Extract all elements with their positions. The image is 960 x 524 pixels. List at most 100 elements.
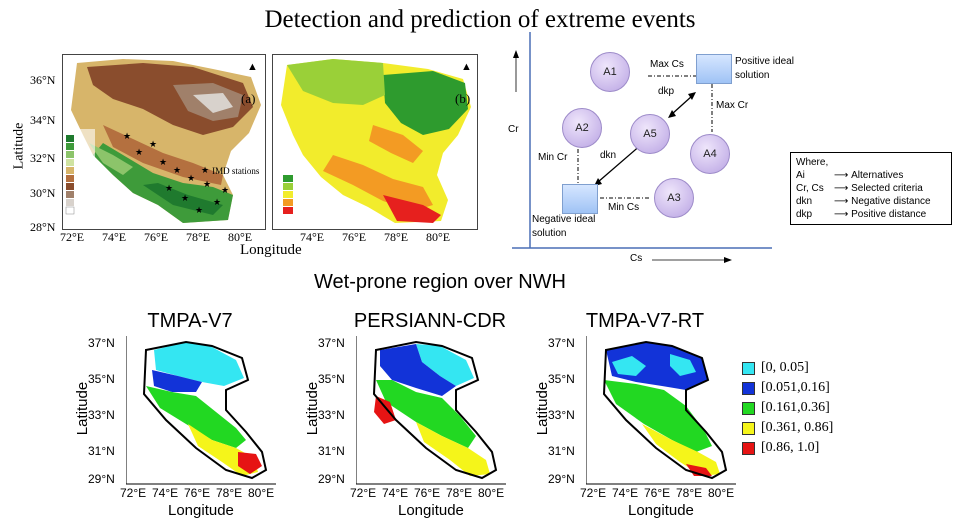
- cs-axis-label: Cs: [630, 253, 643, 264]
- where-title: Where,: [796, 157, 829, 168]
- rainfall-map-svg: [281, 59, 471, 223]
- elevation-band-lowest: [143, 183, 223, 215]
- arrow-right-icon: ⟶: [834, 183, 849, 194]
- region-cyan-2: [670, 354, 696, 376]
- lon-tick: 80°E: [228, 230, 253, 244]
- positive-ideal-label-line1: Positive ideal: [735, 56, 794, 67]
- panel-b-rainfall-map: (b) ▲: [272, 54, 478, 230]
- max-cs-label: Max Cs: [650, 59, 684, 70]
- lat-tick: 28°N: [30, 220, 56, 234]
- legend-label: [0.051,0.16]: [761, 380, 830, 395]
- y-axis-label: Latitude: [11, 122, 27, 170]
- rain-band-mid: [323, 155, 433, 211]
- region-red: [238, 452, 262, 474]
- legend-row: [0.361, 0.86]: [742, 418, 862, 438]
- lon-tick: 78°E: [216, 486, 243, 500]
- alternative-a4: A4: [690, 134, 730, 174]
- dkp-label: dkp: [658, 86, 675, 97]
- region-green: [604, 380, 712, 452]
- lat-tick: 33°N: [548, 408, 575, 422]
- alternative-a1: A1: [590, 52, 630, 92]
- topsis-axes: [512, 32, 772, 263]
- where-desc: Alternatives: [851, 170, 904, 181]
- legend-row: [0.161,0.36]: [742, 398, 862, 418]
- station-markers: ★★ ★★ ★★ ★★ ★★ ★★: [123, 131, 229, 215]
- lon-tick: 74°E: [612, 486, 639, 500]
- negative-ideal-label-line2: solution: [532, 228, 567, 239]
- wet-map-svg-3: [586, 336, 736, 485]
- rain-band-low: [287, 59, 385, 105]
- lat-tick: 29°N: [548, 472, 575, 486]
- region-outline: [372, 340, 498, 480]
- region-blue: [380, 344, 456, 396]
- lon-tick: 76°E: [184, 486, 211, 500]
- negative-ideal-label-line1: Negative ideal: [532, 214, 596, 225]
- lon-tick: 76°E: [644, 486, 671, 500]
- wet-map-svg-1: [126, 336, 276, 485]
- legend-row: [0, 0.05]: [742, 358, 862, 378]
- max-cr-label: Max Cr: [716, 100, 749, 111]
- lat-tick: 35°N: [318, 372, 345, 386]
- bottom-panels: TMPA-V7 PERSIANN-CDR TMPA-V7-RT Latitude…: [0, 300, 960, 524]
- lat-tick: 33°N: [88, 408, 115, 422]
- arrow-right-icon: ⟶: [834, 170, 849, 181]
- arrow-right-icon: ⟶: [834, 196, 849, 207]
- legend-swatch: [742, 441, 755, 455]
- legend-swatch: [742, 401, 755, 415]
- lon-tick: 80°E: [248, 486, 275, 500]
- main-title: Detection and prediction of extreme even…: [264, 6, 696, 33]
- panel-title: TMPA-V7: [147, 310, 233, 332]
- region-blue: [152, 370, 202, 392]
- region-green: [146, 386, 246, 448]
- lat-tick: 33°N: [318, 408, 345, 422]
- svg-text:★: ★: [195, 205, 203, 215]
- north-arrow-icon: ▲: [461, 61, 472, 73]
- legend-row: [0.051,0.16]: [742, 378, 862, 398]
- svg-text:★: ★: [123, 131, 131, 141]
- elevation-band-light: [89, 143, 133, 175]
- svg-text:★: ★: [221, 185, 229, 195]
- rain-legend: [283, 175, 293, 214]
- x-axis-label: Longitude: [168, 502, 234, 519]
- where-symbol: Ai: [796, 170, 805, 181]
- elevation-band-snow: [193, 93, 233, 113]
- lat-tick: 30°N: [30, 186, 56, 200]
- where-symbol: Cr, Cs: [796, 183, 824, 194]
- lat-tick: 31°N: [548, 444, 575, 458]
- region-outline: [602, 340, 728, 480]
- svg-text:★: ★: [165, 183, 173, 193]
- where-legend-box: Where, Ai ⟶ Alternatives Cr, Cs ⟶ Selected…: [790, 152, 952, 225]
- arrow-right-icon: ⟶: [834, 209, 849, 220]
- where-symbol: dkn: [796, 196, 813, 207]
- elevation-band-mid: [103, 125, 223, 185]
- legend-swatch: [742, 421, 755, 435]
- region-blue: [606, 342, 708, 390]
- elevation-map-svg: ★★ ★★ ★★ ★★ ★★ ★★: [65, 59, 261, 225]
- svg-text:★: ★: [187, 173, 195, 183]
- rain-band-mid2: [369, 125, 423, 163]
- region-cyan: [416, 344, 474, 386]
- region-outline: [142, 340, 268, 480]
- panel-a-label: (a): [241, 91, 256, 106]
- topsis-diagram: Cr Cs A1 A2 A5 A4 A3 Positive ideal solu…: [502, 32, 958, 272]
- lat-tick: 35°N: [548, 372, 575, 386]
- legend-label: [0.161,0.36]: [761, 400, 830, 415]
- lat-tick: 37°N: [88, 336, 115, 350]
- legend-swatch: [742, 361, 755, 375]
- star-icon: ★: [201, 165, 210, 175]
- lon-tick: 80°E: [478, 486, 505, 500]
- lat-tick: 31°N: [318, 444, 345, 458]
- lon-tick: 80°E: [426, 230, 451, 244]
- north-arrow-icon: ▲: [247, 61, 258, 73]
- svg-text:★: ★: [173, 165, 181, 175]
- lat-tick: 36°N: [30, 73, 56, 87]
- alternative-a2: A2: [562, 108, 602, 148]
- wet-map-panel-2: Latitude 37°N 35°N 33°N 31°N 29°N 72°E 7…: [304, 336, 506, 524]
- lat-tick: 29°N: [88, 472, 115, 486]
- wet-map-svg-2: [356, 336, 506, 485]
- legend-row: [0.86, 1.0]: [742, 438, 862, 458]
- wet-prone-title: Wet-prone region over NWH: [314, 271, 566, 293]
- positive-ideal-square: [696, 54, 732, 84]
- lat-tick: 35°N: [88, 372, 115, 386]
- panel-title: TMPA-V7-RT: [585, 310, 705, 332]
